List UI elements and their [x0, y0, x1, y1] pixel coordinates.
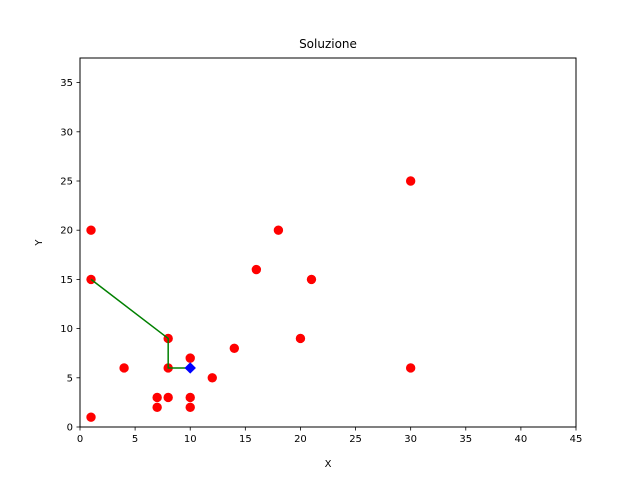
- data-point: [405, 363, 416, 373]
- chart-marks: [86, 176, 416, 422]
- data-point: [207, 373, 217, 383]
- y-tick-label: 30: [60, 127, 73, 138]
- data-point: [119, 363, 129, 373]
- data-point: [86, 225, 96, 235]
- y-tick-label: 35: [60, 78, 73, 89]
- y-tick-label: 0: [67, 423, 73, 434]
- data-point: [152, 392, 162, 403]
- data-point: [405, 176, 416, 186]
- x-tick-label: 5: [132, 434, 138, 445]
- data-point: [163, 392, 173, 403]
- y-tick-label: 20: [60, 226, 73, 237]
- y-tick-label: 15: [60, 275, 73, 286]
- start-point: [184, 362, 196, 374]
- x-tick-label: 10: [184, 434, 197, 445]
- chart-title: Soluzione: [299, 37, 357, 51]
- data-point: [229, 343, 240, 353]
- x-tick-label: 0: [77, 434, 83, 445]
- y-axis-ticks: 0 5 10 15 20 25 30 35: [60, 78, 80, 434]
- x-tick-label: 45: [570, 434, 583, 445]
- x-tick-label: 40: [515, 434, 528, 445]
- data-point: [152, 402, 162, 413]
- x-tick-label: 15: [239, 434, 252, 445]
- path-line: [90, 278, 191, 369]
- data-point: [251, 264, 262, 275]
- data-point: [185, 392, 195, 403]
- data-point: [185, 353, 195, 363]
- y-tick-label: 25: [60, 177, 73, 188]
- x-tick-label: 30: [404, 434, 417, 445]
- y-axis-label: Y: [34, 239, 45, 247]
- y-tick-label: 5: [67, 373, 73, 384]
- data-point: [273, 225, 284, 235]
- data-point: [185, 402, 195, 413]
- x-axis-label: X: [325, 459, 332, 470]
- plot-frame: [79, 57, 577, 428]
- x-axis-ticks: 0 5 10 15 20 25 30 35 40 45: [77, 427, 583, 445]
- data-point: [295, 333, 306, 344]
- data-point: [306, 274, 317, 285]
- x-tick-label: 25: [349, 434, 362, 445]
- y-tick-label: 10: [60, 324, 73, 335]
- plot-area: [80, 58, 576, 427]
- data-point: [86, 412, 96, 422]
- x-tick-label: 35: [459, 434, 472, 445]
- x-tick-label: 20: [294, 434, 307, 445]
